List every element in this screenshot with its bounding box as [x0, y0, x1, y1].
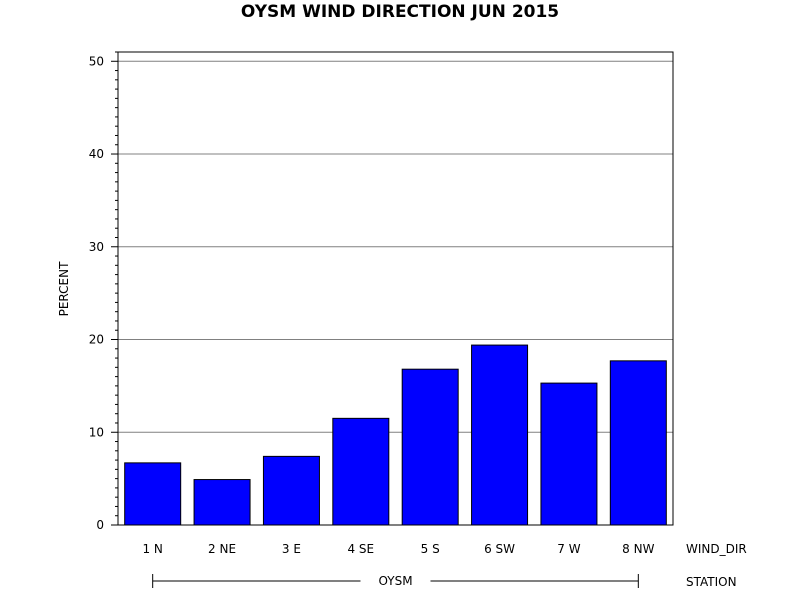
station-value-label: OYSM	[378, 574, 412, 588]
chart-title: OYSM WIND DIRECTION JUN 2015	[241, 2, 559, 22]
bar	[332, 417, 390, 526]
x-tick-label: 6 SW	[484, 542, 515, 556]
y-tick-label: 0	[96, 518, 104, 532]
bar	[124, 462, 182, 526]
y-tick-label: 20	[89, 333, 104, 347]
y-tick-label: 50	[89, 54, 104, 68]
y-axis: 0 10 20 30 40 50	[89, 51, 118, 532]
y-tick-label: 30	[89, 240, 104, 254]
y-tick-label: 40	[89, 147, 104, 161]
y-tick-label: 10	[89, 425, 104, 439]
x-tick-label: 8 NW	[622, 542, 654, 556]
bar	[401, 368, 459, 526]
x-tick-label: 5 S	[421, 542, 440, 556]
bar	[540, 382, 598, 526]
x-tick-label: 4 SE	[347, 542, 374, 556]
bars	[124, 344, 667, 526]
bar	[471, 344, 529, 526]
bar	[609, 360, 667, 526]
plot-frame	[117, 51, 674, 526]
x-tick-label: 7 W	[557, 542, 580, 556]
y-axis-label: PERCENT	[57, 261, 71, 316]
x-tick-label: 2 NE	[208, 542, 236, 556]
station-axis-label: STATION	[686, 575, 737, 589]
x-tick-label: 1 N	[142, 542, 162, 556]
station-group-axis: OYSM	[152, 574, 639, 588]
gridlines	[118, 60, 673, 433]
bar	[262, 455, 320, 526]
x-axis-label: WIND_DIR	[686, 542, 747, 556]
x-axis: 1 N 2 NE 3 E 4 SE 5 S 6 SW 7 W 8 NW	[142, 542, 654, 556]
x-tick-label: 3 E	[282, 542, 301, 556]
bar	[193, 479, 251, 526]
